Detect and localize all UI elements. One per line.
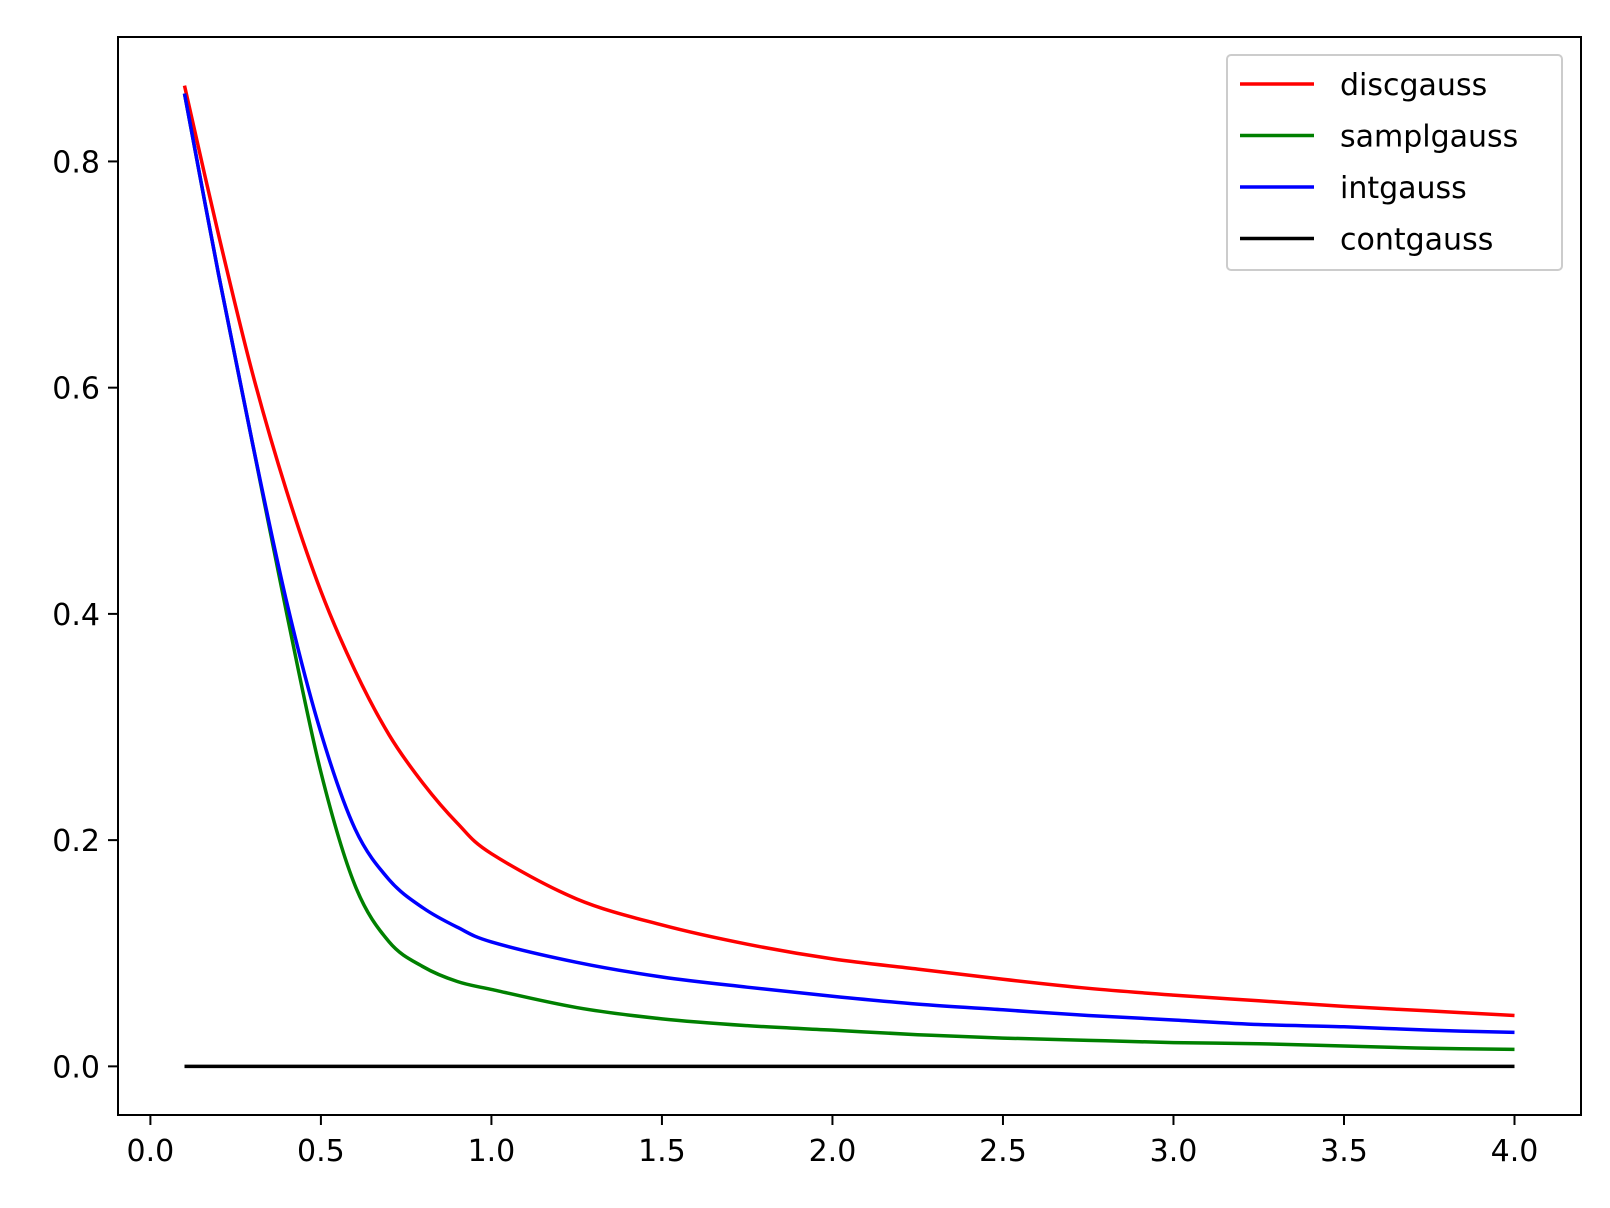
legend-box: [1226, 54, 1563, 271]
legend-label-contgauss: contgauss: [1340, 223, 1493, 258]
x-tick-label: 1.5: [638, 1134, 686, 1169]
x-tick-label: 4.0: [1491, 1134, 1539, 1169]
x-tick-label: 3.0: [1150, 1134, 1198, 1169]
legend-label-samplgauss: samplgauss: [1340, 120, 1518, 155]
legend-label-discgauss: discgauss: [1340, 68, 1487, 103]
y-tick-label: 0.2: [52, 824, 100, 859]
y-tick-label: 0.4: [52, 598, 100, 633]
x-tick-label: 0.0: [127, 1134, 175, 1169]
x-tick-label: 0.5: [297, 1134, 345, 1169]
plot-frame: [117, 36, 1582, 1116]
y-tick-label: 0.6: [52, 372, 100, 407]
y-tick-label: 0.8: [52, 145, 100, 180]
series-layer: [182, 85, 1515, 1069]
x-tick-label: 2.0: [809, 1134, 857, 1169]
x-tick-label: 1.0: [468, 1134, 516, 1169]
x-tick-label: 3.5: [1320, 1134, 1368, 1169]
legend-label-intgauss: intgauss: [1340, 171, 1467, 206]
y-tick-label: 0.0: [52, 1050, 100, 1085]
x-axis: 0.0 0.5 1.0 1.5 2.0 2.5 3.0 3.5 4.0: [127, 1115, 1539, 1169]
series-line-intgauss: [182, 93, 1515, 1035]
x-tick-label: 2.5: [979, 1134, 1027, 1169]
legend: discgauss samplgauss intgauss contgauss: [1226, 54, 1563, 271]
y-axis: 0.0 0.2 0.4 0.6 0.8: [52, 145, 118, 1085]
series-line-discgauss: [182, 85, 1515, 1018]
